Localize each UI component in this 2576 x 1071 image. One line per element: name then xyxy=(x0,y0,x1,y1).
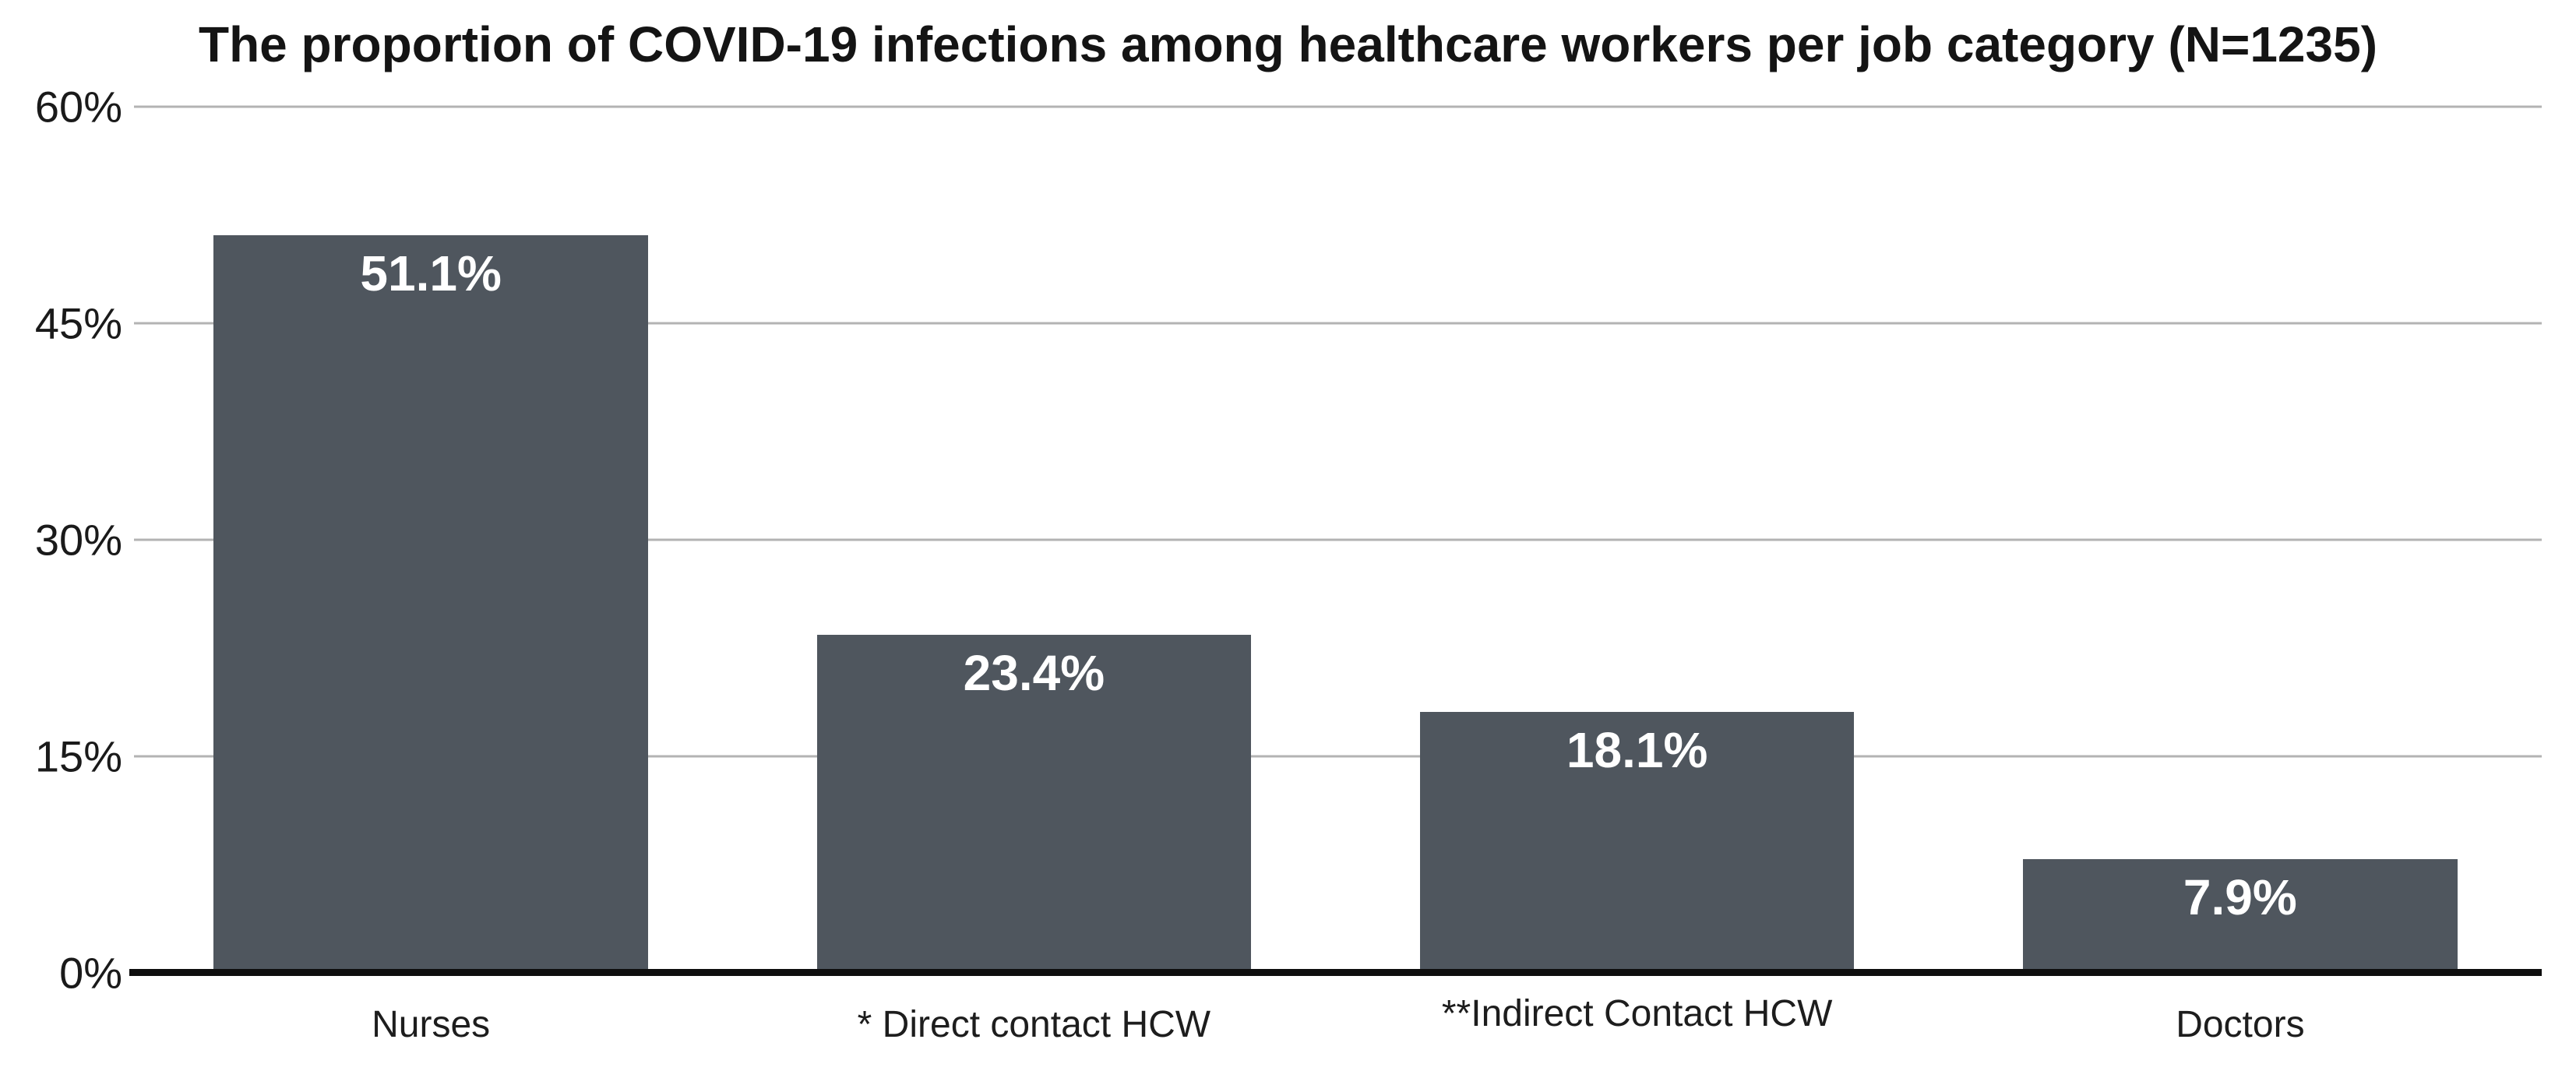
bar-value-label: 18.1% xyxy=(1566,721,1708,778)
y-tick-label: 15% xyxy=(34,731,122,781)
y-tick-label: 0% xyxy=(59,948,122,998)
gridline xyxy=(134,322,2542,325)
bar-slot: 51.1% xyxy=(129,107,732,973)
y-tick-label: 45% xyxy=(34,298,122,348)
x-axis: Nurses * Direct contact HCW **Indirect Con… xyxy=(129,993,2542,1058)
y-tick-label: 30% xyxy=(34,515,122,565)
y-axis: 60% 45% 30% 15% 0% xyxy=(0,83,122,998)
plot-area: 51.1% 23.4% 18.1% 7.9% xyxy=(129,105,2542,976)
bar-value-label: 51.1% xyxy=(360,245,502,301)
gridline xyxy=(134,105,2542,108)
x-axis-baseline xyxy=(129,969,2542,976)
bar-series: 51.1% 23.4% 18.1% 7.9% xyxy=(129,107,2542,973)
x-tick-label: * Direct contact HCW xyxy=(857,1004,1211,1045)
bar-value-label: 23.4% xyxy=(963,645,1105,702)
bar-direct-contact-hcw: 23.4% xyxy=(816,635,1252,973)
bar-doctors: 7.9% xyxy=(2023,858,2458,973)
x-tick-label: Nurses xyxy=(372,1004,491,1045)
bar-value-label: 7.9% xyxy=(2183,868,2297,925)
bar-indirect-contact-hcw: 18.1% xyxy=(1419,711,1855,973)
gridline xyxy=(134,755,2542,758)
gridline xyxy=(134,538,2542,541)
bar-nurses: 51.1% xyxy=(213,234,648,973)
chart-title: The proportion of COVID-19 infections am… xyxy=(198,16,2378,72)
x-tick-label: **Indirect Contact HCW xyxy=(1441,993,1833,1034)
bar-slot: 23.4% xyxy=(732,107,1335,973)
bar-slot: 18.1% xyxy=(1336,107,1939,973)
x-tick-label: Doctors xyxy=(2176,1004,2305,1045)
bar-slot: 7.9% xyxy=(1939,107,2542,973)
y-tick-label: 60% xyxy=(34,82,122,132)
